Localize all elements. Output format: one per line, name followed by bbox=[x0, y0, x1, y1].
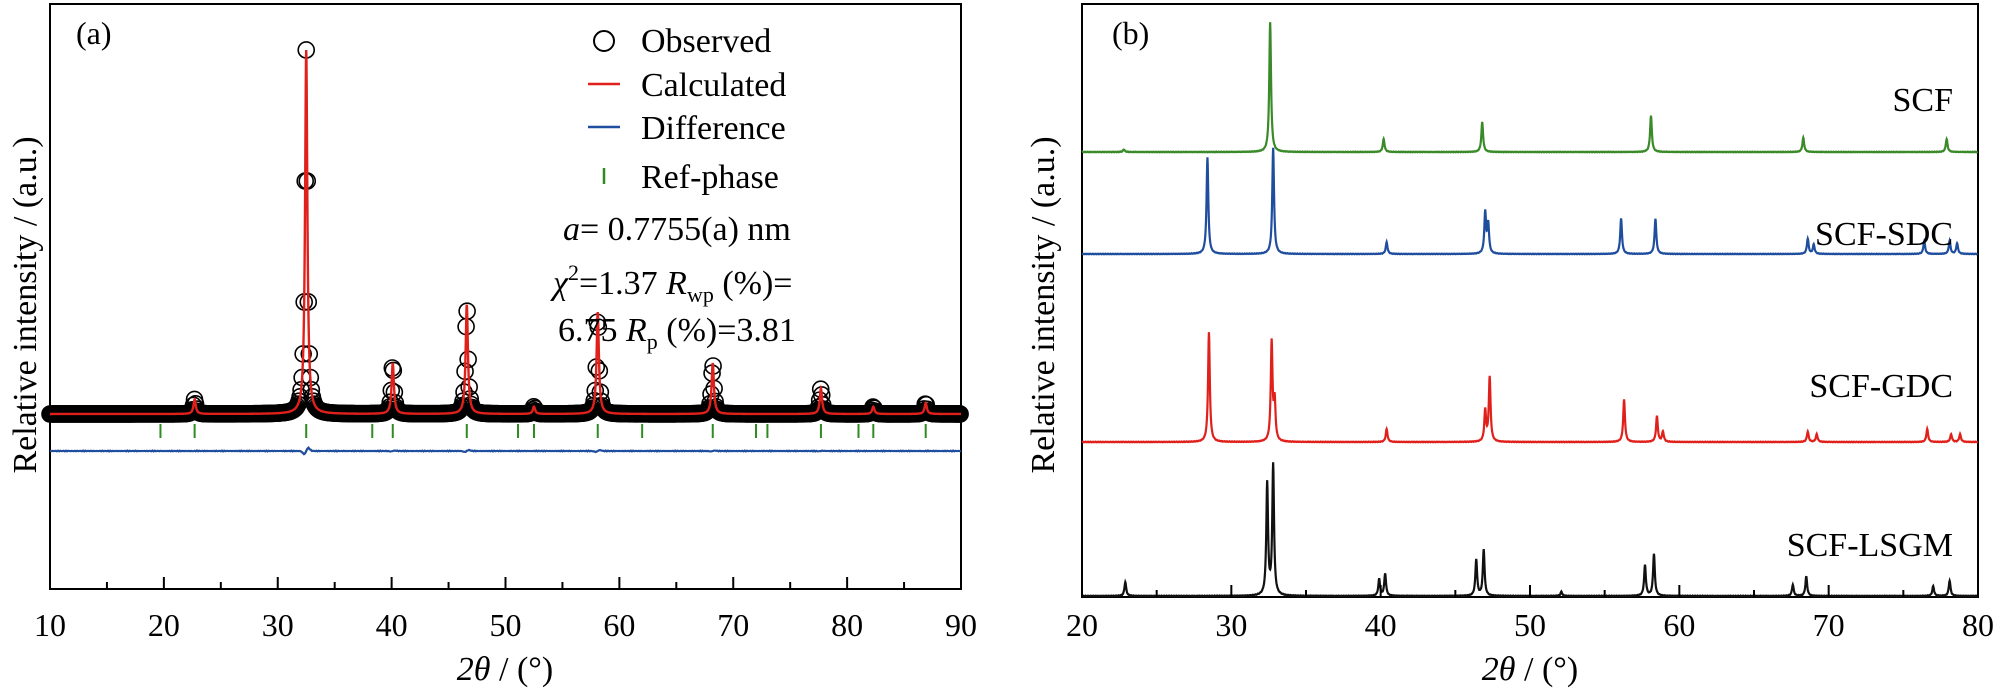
lattice-parameter: a= 0.7755(a) nm bbox=[563, 211, 791, 248]
panel-b-frame bbox=[1081, 3, 1979, 598]
series-label-scf-gdc: SCF-GDC bbox=[1809, 368, 1953, 405]
pattern-curve-scf bbox=[1081, 22, 1979, 154]
panel-a-refinement-chart: 10 20 30 40 50 60 70 80 90 (a) Observed Calculat… bbox=[7, 3, 977, 688]
panel-a-x-axis-label: 2θ / (°) bbox=[457, 651, 553, 688]
panel-b-label: (b) bbox=[1112, 15, 1149, 51]
refinement-parameters: a= 0.7755(a) nm χ2=1.37 Rwp (%)= 6.75 Rp… bbox=[550, 211, 796, 354]
difference-curve bbox=[49, 445, 962, 456]
x-tick-label: 70 bbox=[1813, 607, 1845, 643]
x-tick-label: 40 bbox=[1365, 607, 1397, 643]
legend-observed-label: Observed bbox=[641, 23, 771, 60]
legend-difference-label: Difference bbox=[641, 110, 786, 147]
panel-a-legend: Observed Calculated Difference Ref-phase bbox=[588, 23, 786, 196]
panel-b-y-axis-label: Relative intensity / (a.u.) bbox=[1025, 136, 1062, 473]
rp-value: 6.75 Rp (%)=3.81 bbox=[558, 312, 796, 354]
x-tick-label: 90 bbox=[945, 607, 977, 643]
series-label-scf-sdc: SCF-SDC bbox=[1815, 216, 1953, 253]
pattern-curve-scf-sdc bbox=[1081, 147, 1978, 256]
x-tick-label: 80 bbox=[831, 607, 863, 643]
x-tick-label: 50 bbox=[490, 607, 522, 643]
x-tick-label: 60 bbox=[1663, 607, 1695, 643]
x-tick-label: 20 bbox=[148, 607, 180, 643]
x-tick-label: 70 bbox=[717, 607, 749, 643]
legend-ref-phase-label: Ref-phase bbox=[641, 159, 779, 196]
pattern-curve-scf-gdc bbox=[1081, 332, 1979, 444]
legend-calculated-label: Calculated bbox=[641, 67, 786, 104]
x-tick-label: 80 bbox=[1962, 607, 1994, 643]
x-tick-label: 60 bbox=[603, 607, 635, 643]
series-label-scf-lsgm: SCF-LSGM bbox=[1787, 527, 1953, 564]
chi-rwp-values: χ2=1.37 Rwp (%)= bbox=[550, 260, 792, 307]
panel-a-frame bbox=[49, 3, 962, 590]
panel-a-x-axis: 10 20 30 40 50 60 70 80 90 bbox=[34, 577, 977, 643]
panel-b-x-axis-label: 2θ / (°) bbox=[1482, 651, 1578, 688]
x-tick-label: 30 bbox=[1215, 607, 1247, 643]
panel-b-comparison-chart: 20 30 40 50 60 70 80 (b) SCF SCF-SDC SCF-GDC S… bbox=[1025, 3, 1994, 688]
panel-b-plot-area bbox=[1081, 22, 1979, 598]
calculated-curve bbox=[50, 49, 961, 416]
x-tick-label: 30 bbox=[262, 607, 294, 643]
panel-b-x-axis: 20 30 40 50 60 70 80 bbox=[1066, 585, 1994, 643]
observed-series bbox=[41, 41, 969, 423]
panel-a-y-axis-label: Relative intensity / (a.u.) bbox=[7, 136, 44, 473]
x-tick-label: 40 bbox=[376, 607, 408, 643]
panel-a-label: (a) bbox=[76, 15, 112, 51]
x-tick-label: 50 bbox=[1514, 607, 1546, 643]
series-label-scf: SCF bbox=[1893, 82, 1954, 119]
x-tick-label: 20 bbox=[1066, 607, 1098, 643]
panel-a-plot-area bbox=[41, 41, 969, 456]
x-tick-label: 10 bbox=[34, 607, 66, 643]
legend-observed-marker bbox=[593, 30, 615, 52]
